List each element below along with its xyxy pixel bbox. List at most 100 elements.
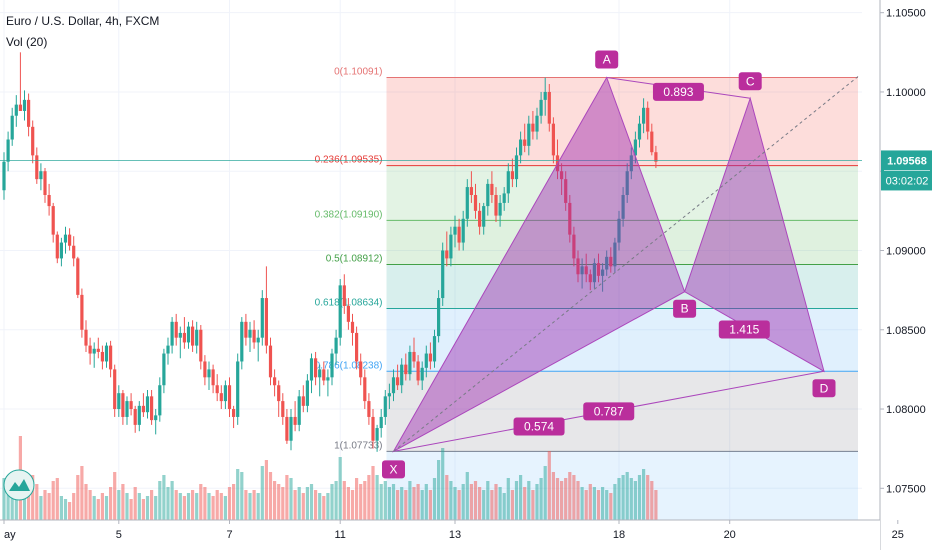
- volume-bar: [584, 490, 588, 520]
- volume-bar: [211, 496, 215, 520]
- volume-bar: [551, 472, 555, 520]
- volume-bar: [264, 460, 268, 520]
- volume-bar: [35, 484, 39, 520]
- candle-body: [236, 361, 240, 417]
- volume-bar: [195, 493, 199, 520]
- volume-bar: [514, 481, 519, 520]
- volume-bar: [506, 478, 510, 520]
- candle-body: [326, 377, 330, 381]
- volume-bar: [268, 472, 273, 520]
- price-tick-label: 1.08500: [886, 325, 926, 337]
- pattern-triangle-xab: [392, 76, 686, 453]
- candle-body: [27, 99, 31, 127]
- last-price-text: 1.09568: [887, 155, 927, 167]
- volume-bar: [39, 496, 43, 520]
- candle-body: [543, 91, 547, 100]
- volume-bar: [453, 487, 457, 520]
- candle-body: [10, 115, 14, 140]
- volume-bar: [178, 493, 182, 520]
- volume-bar: [281, 487, 285, 520]
- volume-bar: [326, 493, 330, 520]
- candle-body: [584, 266, 588, 275]
- candle-body: [150, 396, 154, 421]
- candle-body: [551, 123, 555, 156]
- candle-body: [486, 183, 490, 207]
- candle-body: [63, 234, 68, 243]
- candle-body: [494, 195, 498, 216]
- volume-bar: [605, 490, 609, 520]
- candle-body: [400, 364, 404, 386]
- price-tick-label: 1.10000: [886, 87, 926, 99]
- fib-band: [386, 220, 858, 265]
- fib-level-label: 0(1.10091): [334, 67, 382, 78]
- candle-body: [449, 234, 453, 259]
- volume-bar: [391, 484, 396, 520]
- volume-bar: [437, 460, 441, 520]
- point-label-a: A: [595, 50, 619, 69]
- time-tick-label: 20: [724, 529, 736, 541]
- candle-body: [461, 218, 465, 243]
- point-label-c: C: [738, 72, 762, 91]
- volume-bar: [92, 496, 96, 520]
- candle-body: [424, 353, 428, 368]
- volume-bar: [539, 478, 543, 520]
- volume-bar: [199, 484, 203, 520]
- candle-body: [465, 187, 469, 219]
- candle-body: [605, 256, 609, 270]
- candle-body: [535, 115, 539, 132]
- candle-body: [141, 405, 145, 413]
- candle-body: [145, 396, 150, 413]
- candle-body: [309, 358, 314, 381]
- candle-body: [240, 321, 244, 362]
- volume-bar: [88, 490, 92, 520]
- price-tick-label: 1.08000: [886, 404, 926, 416]
- candle-body: [396, 377, 400, 386]
- candle-body: [285, 416, 289, 441]
- fib-level-label: 0.786(1.08238): [315, 360, 383, 371]
- candle-body: [68, 234, 72, 246]
- candle-body: [498, 202, 502, 216]
- candle-body: [182, 332, 186, 343]
- volume-bar: [162, 475, 166, 520]
- candle-body: [375, 428, 379, 441]
- price-axis: 1.105001.100001.095001.090001.085001.080…: [862, 0, 932, 550]
- fib-level-label: 0.5(1.08912): [326, 253, 383, 264]
- time-axis: ay57111318202527Jun: [0, 519, 904, 550]
- volume-bar: [629, 478, 633, 520]
- volume-bar: [244, 490, 248, 520]
- candle-body: [100, 351, 104, 362]
- volume-bar: [596, 490, 601, 520]
- volume-bar: [109, 487, 113, 520]
- candle-body: [84, 329, 88, 346]
- candle-body: [252, 329, 256, 343]
- point-label-x-box: [382, 460, 405, 479]
- candle-body: [92, 348, 96, 354]
- volume-bar: [273, 481, 277, 520]
- volume-bar: [572, 475, 576, 520]
- volume-bar: [568, 472, 572, 520]
- volume-bar: [232, 484, 236, 520]
- candle-body: [441, 250, 445, 299]
- volume-bar: [31, 475, 35, 520]
- volume-bar: [137, 493, 141, 520]
- volume-bar: [27, 481, 31, 520]
- candle-body: [31, 126, 35, 156]
- volume-bar: [117, 490, 121, 520]
- candle-body: [502, 193, 506, 203]
- candle-body: [437, 298, 441, 337]
- candle-body: [293, 416, 297, 425]
- candle-body: [621, 195, 625, 219]
- candle-body: [457, 226, 461, 243]
- candle-body: [613, 242, 617, 267]
- volume-bar: [47, 493, 51, 520]
- volume-bar: [10, 487, 14, 520]
- candle-body: [519, 139, 523, 156]
- candle-body: [404, 364, 408, 375]
- volume-bar: [371, 466, 375, 520]
- candle-body: [191, 326, 195, 346]
- candle-body: [244, 321, 248, 338]
- candle-body: [43, 171, 47, 195]
- fib-level-label: 1(1.07733): [334, 440, 382, 451]
